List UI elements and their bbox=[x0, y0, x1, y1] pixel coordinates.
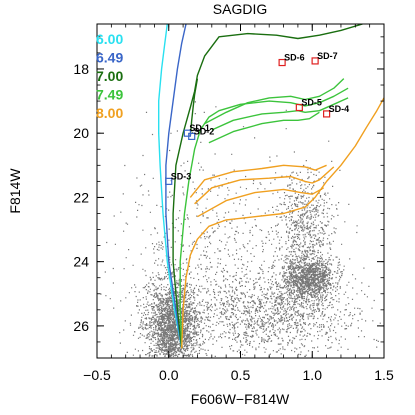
star-marker-sd-5 bbox=[295, 103, 303, 112]
star-marker-sd-7 bbox=[311, 57, 319, 65]
x-tick-label: −0.5 bbox=[83, 367, 111, 383]
star-label-sd-5: SD-5 bbox=[301, 98, 322, 108]
isochrone-7.00 bbox=[172, 24, 363, 349]
isochrones bbox=[157, 24, 384, 349]
x-tick-label: 1.5 bbox=[374, 367, 394, 383]
isochrone-6.49 bbox=[165, 24, 187, 349]
isochrone-7.00-loop bbox=[189, 78, 199, 137]
y-tick-label: 18 bbox=[73, 61, 89, 77]
legend-entry: 7.00 bbox=[96, 68, 123, 84]
isochrone-7.49-loop-a bbox=[211, 97, 349, 131]
star-marker-sd-3 bbox=[165, 177, 173, 185]
star-marker-sd-2 bbox=[188, 132, 196, 141]
legend-entry: 7.49 bbox=[96, 87, 123, 103]
x-axis-label: F606W−F814W bbox=[191, 391, 290, 407]
axis-ticks: −0.5 0.0 0.5 1.0 1.5 18 20 22 24 26 bbox=[73, 24, 394, 383]
legend-entry: 8.00 bbox=[96, 105, 123, 121]
isochrone-8.00 bbox=[181, 97, 384, 349]
star-label-sd-2: SD-2 bbox=[194, 126, 215, 136]
isochrone-8.00-loop-c bbox=[197, 187, 325, 218]
isochrone-7.49-loop-c bbox=[204, 78, 345, 125]
legend-entry: 6.00 bbox=[96, 31, 123, 47]
isochrone-8.00-loop-b bbox=[189, 164, 327, 198]
labeled-stars: SD-1SD-2 SD-3 SD-4 SD-5 SD-6 SD-7 bbox=[165, 51, 350, 185]
x-tick-label: 0.5 bbox=[231, 367, 251, 383]
isochrone-6.00 bbox=[157, 24, 183, 349]
legend: 6.00 6.49 7.00 7.49 8.00 bbox=[96, 31, 123, 121]
y-tick-label: 24 bbox=[73, 254, 89, 270]
y-tick-label: 20 bbox=[73, 125, 89, 141]
chart-title: SAGDIG bbox=[213, 1, 267, 17]
star-label-sd-6: SD-6 bbox=[284, 53, 305, 63]
scatter-points bbox=[100, 101, 381, 358]
isochrone-7.49-loop-b bbox=[208, 111, 320, 144]
star-label-sd-4: SD-4 bbox=[329, 104, 350, 114]
y-axis-label: F814W bbox=[7, 168, 23, 214]
y-tick-label: 26 bbox=[73, 318, 89, 334]
isochrone-7.49 bbox=[179, 87, 349, 349]
x-tick-label: 1.0 bbox=[303, 367, 323, 383]
star-label-sd-3: SD-3 bbox=[171, 171, 192, 181]
x-tick-label: 0.0 bbox=[159, 367, 179, 383]
star-label-sd-1: SD-1 bbox=[189, 123, 210, 133]
y-tick-label: 22 bbox=[73, 189, 89, 205]
star-points bbox=[100, 101, 381, 358]
star-label-sd-7: SD-7 bbox=[317, 51, 338, 61]
legend-entry: 6.49 bbox=[96, 50, 123, 66]
isochrone-8.00-loop-a bbox=[194, 166, 335, 205]
star-marker-sd-6 bbox=[278, 58, 286, 67]
plot-frame bbox=[96, 23, 385, 359]
star-marker-sd-4 bbox=[323, 110, 331, 118]
